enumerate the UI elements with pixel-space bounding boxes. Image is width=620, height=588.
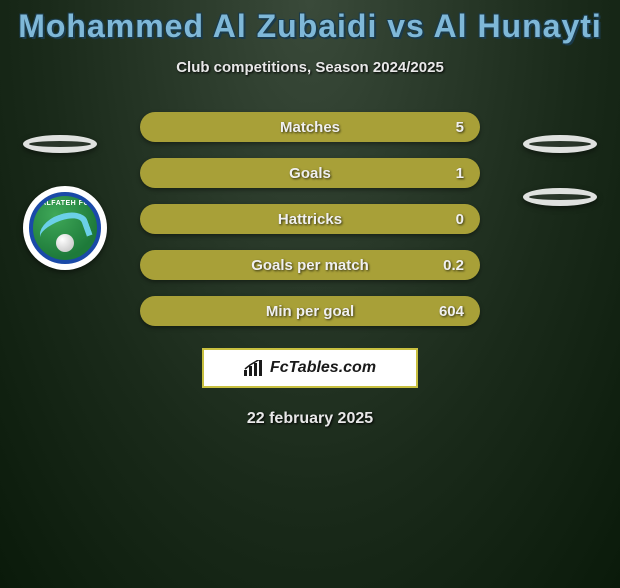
bar-chart-icon (244, 360, 264, 376)
player-left-placeholder (23, 135, 97, 153)
player-right-secondary-placeholder (523, 188, 597, 206)
branding-box[interactable]: FcTables.com (202, 348, 418, 388)
stat-row-goals-per-match: Goals per match 0.2 (140, 250, 480, 280)
subtitle: Club competitions, Season 2024/2025 (0, 59, 620, 76)
club-badge: ALFATEH FC (23, 186, 107, 270)
stat-value: 5 (456, 119, 464, 136)
stat-row-matches: Matches 5 (140, 112, 480, 142)
stat-value: 1 (456, 165, 464, 182)
stat-value: 604 (439, 303, 464, 320)
club-badge-inner: ALFATEH FC (29, 192, 101, 264)
stat-row-min-per-goal: Min per goal 604 (140, 296, 480, 326)
stat-label: Matches (280, 119, 340, 136)
club-badge-text: ALFATEH FC (33, 200, 97, 207)
branding-text: FcTables.com (270, 359, 376, 377)
stat-label: Min per goal (266, 303, 354, 320)
stat-value: 0.2 (443, 257, 464, 274)
page-title: Mohammed Al Zubaidi vs Al Hunayti (0, 8, 620, 45)
club-badge-ball-icon (56, 234, 74, 252)
stat-label: Goals (289, 165, 331, 182)
stat-value: 0 (456, 211, 464, 228)
stat-row-goals: Goals 1 (140, 158, 480, 188)
player-right-placeholder (523, 135, 597, 153)
stat-label: Hattricks (278, 211, 342, 228)
stat-label: Goals per match (251, 257, 369, 274)
stat-row-hattricks: Hattricks 0 (140, 204, 480, 234)
date-label: 22 february 2025 (0, 410, 620, 428)
